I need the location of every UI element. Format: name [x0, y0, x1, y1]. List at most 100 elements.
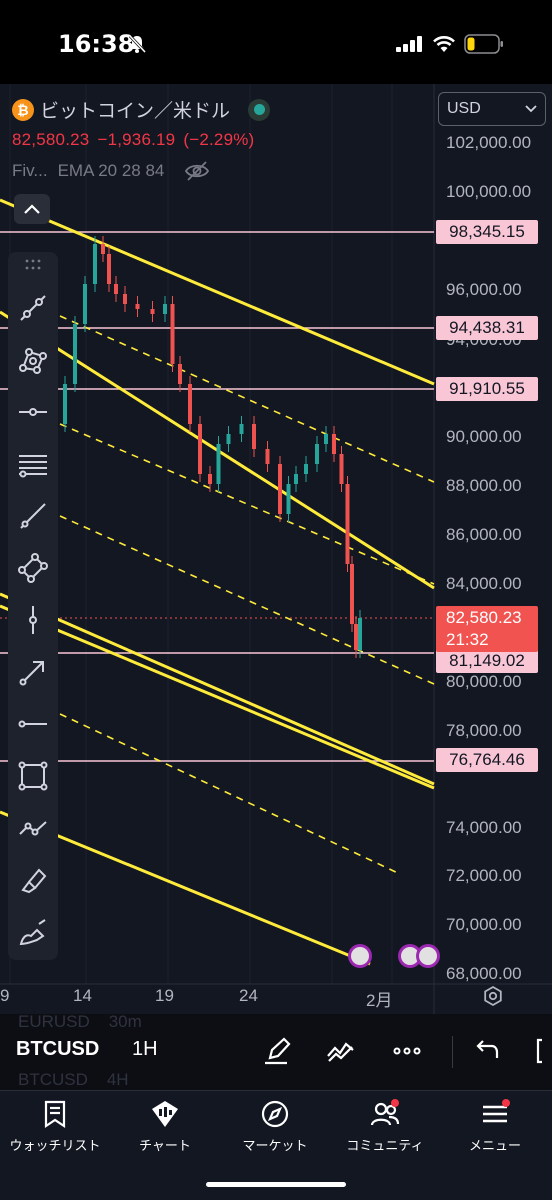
fullscreen-icon[interactable]: [534, 1036, 552, 1066]
brush-tool-icon[interactable]: [17, 864, 49, 896]
fib-tool-icon[interactable]: [17, 448, 49, 480]
vertical-line-tool-icon[interactable]: [17, 604, 49, 636]
chevron-up-icon: [24, 204, 40, 214]
candle-body: [226, 434, 231, 444]
candle-body: [304, 464, 308, 474]
price-change-pct: (−2.29%): [183, 130, 255, 149]
dashed-channel-line: [59, 315, 435, 483]
gear-icon[interactable]: [482, 985, 504, 1007]
candle-body: [294, 474, 298, 484]
trend-line: [0, 810, 371, 966]
ray-tool-icon[interactable]: [17, 500, 49, 532]
tab-label: ウォッチリスト: [9, 1139, 101, 1154]
wifi-icon: [433, 36, 455, 52]
price-axis-label: 90,000.00: [446, 427, 522, 446]
path-tool-icon[interactable]: [17, 812, 49, 844]
trend-line: [0, 604, 435, 790]
hline-price-label[interactable]: 76,764.46: [436, 748, 538, 772]
battery-icon: [464, 34, 503, 54]
trend-line: [0, 198, 435, 386]
candle-body: [350, 564, 354, 624]
eye-off-icon[interactable]: [184, 160, 210, 182]
parallel-channel-tool-icon[interactable]: [17, 552, 49, 584]
price-axis-label: 72,000.00: [446, 866, 522, 885]
candle-body: [208, 474, 212, 484]
tab-watchlist[interactable]: ウォッチリスト: [0, 1099, 110, 1154]
candle-body: [239, 424, 244, 434]
price-axis-label: 88,000.00: [446, 476, 522, 495]
candle-body: [63, 384, 67, 424]
tab-chart[interactable]: チャート: [110, 1099, 220, 1154]
price-axis-label: 70,000.00: [446, 915, 522, 934]
drawing-toolbar: [8, 252, 58, 960]
pair-name: ビットコイン／米ドル: [40, 100, 231, 122]
price-chart[interactable]: [0, 84, 552, 1014]
current-price-value: 82,580.23: [446, 608, 522, 627]
home-indicator: [206, 1182, 346, 1187]
menu-icon: [483, 1099, 510, 1123]
hline-price-label[interactable]: 91,910.55: [436, 377, 538, 401]
rectangle-tool-icon[interactable]: [17, 760, 49, 792]
market-status-icon: [248, 98, 271, 121]
time-axis-label: 19: [155, 986, 174, 1005]
indicator-label[interactable]: Fiv...: [12, 161, 48, 180]
highlighter-tool-icon[interactable]: [17, 916, 49, 948]
tab-community[interactable]: コミュニティ: [330, 1099, 440, 1154]
time-axis-label: 14: [73, 986, 92, 1005]
more-icon[interactable]: [392, 1036, 422, 1066]
currency-selector[interactable]: USD: [438, 92, 546, 126]
candle-body: [170, 304, 175, 364]
pattern-tool-icon[interactable]: [17, 344, 49, 376]
price-axis-label: 100,000.00: [446, 182, 532, 201]
pen-icon[interactable]: [262, 1036, 292, 1066]
price-axis-label: 84,000.00: [446, 574, 522, 593]
horizontal-line-tool-icon[interactable]: [17, 396, 49, 428]
chart-area[interactable]: ₿ ビットコイン／米ドル 82,580.23 −1,936.19 (−2.29%) …: [0, 84, 552, 1014]
trend-line-tool-icon[interactable]: [17, 292, 49, 324]
candle-body: [315, 444, 319, 464]
price-axis-label: 78,000.00: [446, 721, 522, 740]
price-axis-label: 68,000.00: [446, 964, 522, 983]
candle-body: [101, 244, 105, 254]
ghost-symbol-row: EURUSD 30m: [18, 1012, 142, 1031]
candle-body: [354, 624, 358, 650]
ghost-symbol-row: BTCUSD 4H: [18, 1070, 129, 1089]
tab-label: コミュニティ: [346, 1139, 424, 1154]
time-axis-label: 2月: [366, 991, 393, 1010]
bar-countdown: 21:32: [446, 630, 489, 649]
symbol-header[interactable]: ₿ ビットコイン／米ドル: [12, 96, 271, 123]
horizontal-ray-tool-icon[interactable]: [17, 708, 49, 740]
currency-label: USD: [447, 100, 481, 117]
arrow-tool-icon[interactable]: [17, 656, 49, 688]
price-change: −1,936.19: [97, 130, 176, 149]
candle-body: [278, 464, 282, 514]
hline-price-label[interactable]: 94,438.31: [436, 316, 538, 340]
candle-body: [150, 309, 155, 314]
candle-body: [114, 284, 118, 294]
hline-price-label[interactable]: 98,345.15: [436, 220, 538, 244]
time-axis-label: 9: [0, 986, 10, 1005]
candle-body: [265, 449, 270, 464]
last-price: 82,580.23: [12, 130, 90, 149]
hline-price-label[interactable]: 81,149.02: [436, 649, 538, 673]
price-axis-label: 86,000.00: [446, 525, 522, 544]
candle-body: [178, 364, 182, 384]
price-axis-label: 74,000.00: [446, 818, 522, 837]
indicators-icon[interactable]: [326, 1036, 356, 1066]
tab-label: チャート: [139, 1139, 191, 1154]
tab-market[interactable]: マーケット: [220, 1099, 330, 1154]
collapse-button[interactable]: [14, 194, 50, 224]
tab-bar: ウォッチリスト チャート マーケット コミュニティ メニュー: [0, 1090, 552, 1200]
dashed-channel-line: [59, 713, 401, 875]
interval-button[interactable]: 1H: [132, 1038, 158, 1060]
undo-icon[interactable]: [470, 1036, 500, 1066]
candle-body: [345, 484, 350, 564]
symbol-button[interactable]: BTCUSD: [16, 1038, 100, 1060]
tab-menu[interactable]: メニュー: [440, 1099, 550, 1154]
indicator-row[interactable]: Fiv... EMA 20 28 84: [12, 160, 210, 182]
candle-body: [286, 484, 291, 514]
bitcoin-icon: ₿: [12, 98, 34, 121]
drag-handle-icon[interactable]: [17, 256, 49, 274]
indicator-label[interactable]: EMA 20 28 84: [57, 161, 165, 180]
candle-body: [332, 434, 336, 454]
